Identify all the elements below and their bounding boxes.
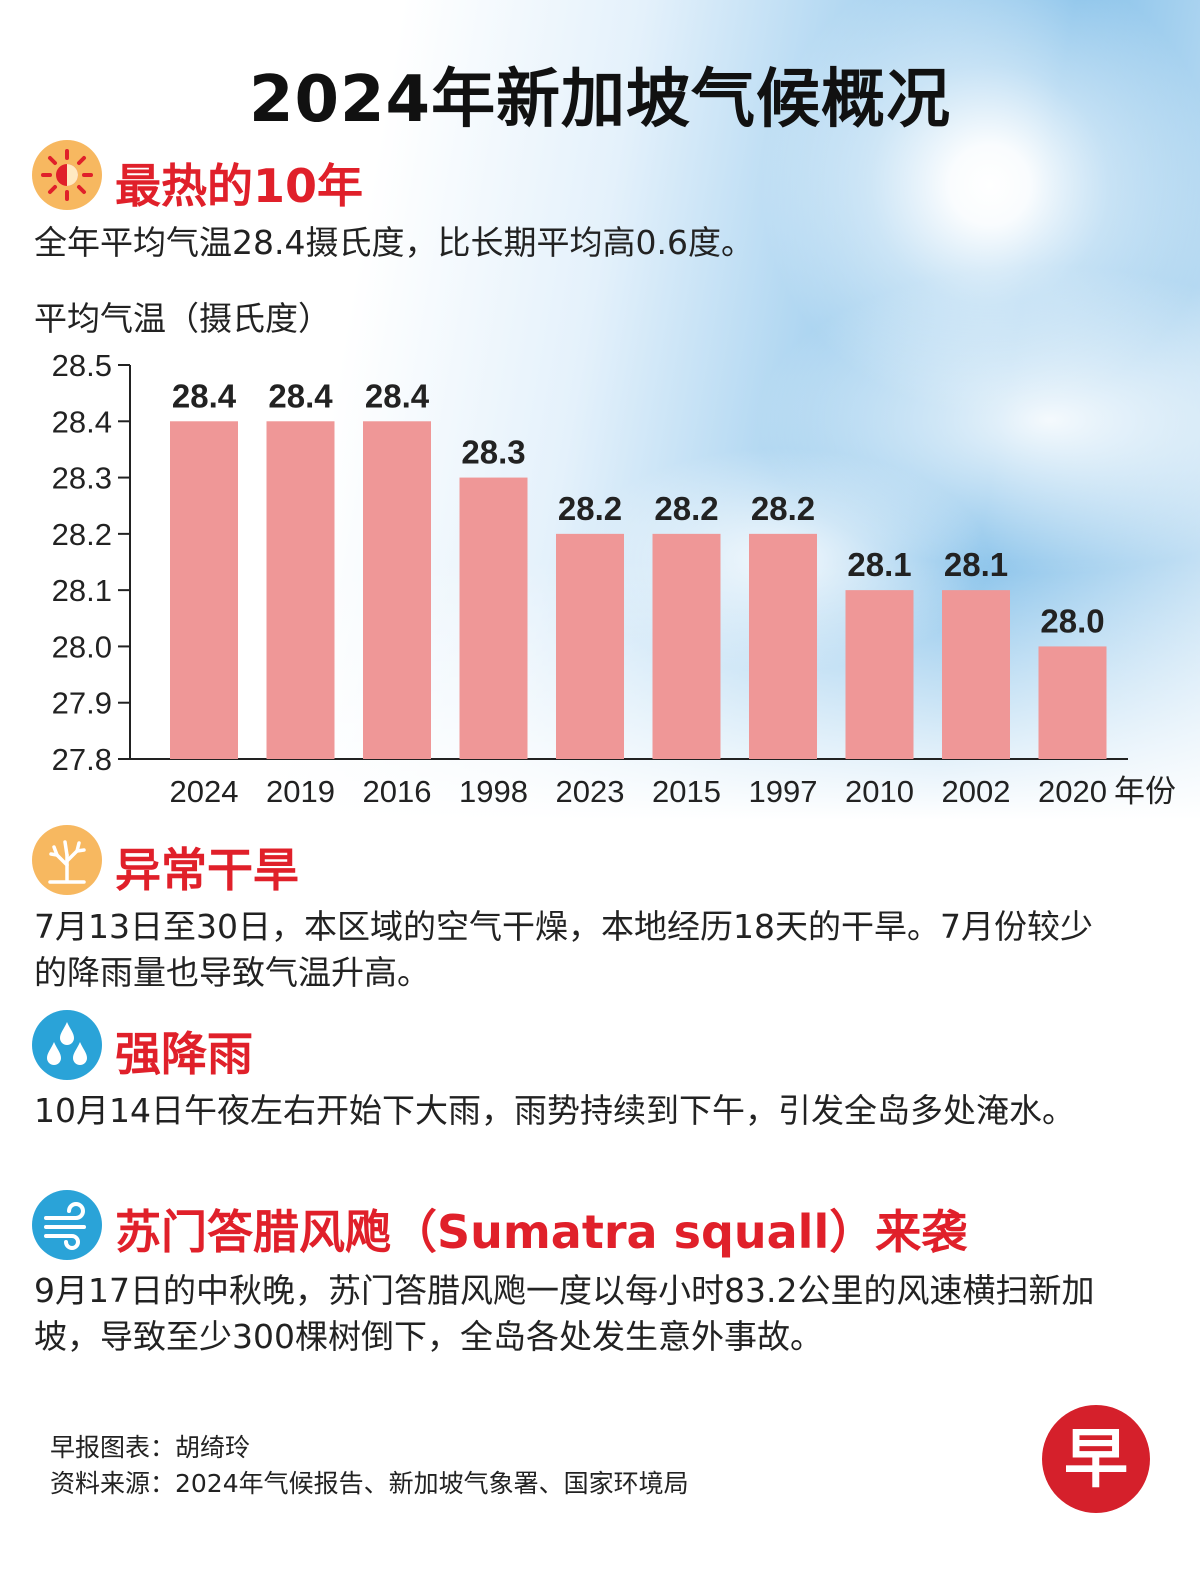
bar — [942, 590, 1010, 759]
y-tick-label: 28.4 — [52, 404, 112, 439]
bar-value-label: 28.2 — [751, 490, 815, 527]
bar-value-label: 28.1 — [944, 546, 1008, 583]
bar — [556, 533, 624, 759]
y-tick-label: 28.3 — [52, 461, 112, 496]
bar-value-label: 28.0 — [1040, 602, 1104, 639]
section-text-hottest: 全年平均气温28.4摄氏度，比长期平均高0.6度。 — [34, 223, 754, 262]
x-tick-label: 1997 — [749, 774, 818, 809]
dry-tree-icon — [32, 825, 102, 895]
y-tick-label: 28.2 — [52, 517, 112, 552]
bar — [749, 533, 817, 759]
y-tick-label: 27.8 — [52, 742, 112, 777]
section-text-rain: 10月14日午夜左右开始下大雨，雨势持续到下午，引发全岛多处淹水。 — [34, 1091, 1075, 1130]
x-tick-label: 2023 — [556, 774, 625, 809]
sun-icon — [32, 140, 102, 210]
bar — [266, 421, 335, 759]
bar-value-label: 28.1 — [847, 546, 911, 583]
bar-value-label: 28.4 — [172, 377, 237, 414]
y-tick-label: 28.1 — [52, 573, 112, 608]
x-tick-label: 2016 — [363, 774, 432, 809]
x-tick-label: 2020 — [1038, 774, 1107, 809]
logo-char: 早 — [1064, 1423, 1128, 1497]
section-text-drought: 7月13日至30日，本区域的空气干燥，本地经历18天的干旱。7月份较少的降雨量也… — [34, 907, 1093, 992]
bar-value-label: 28.2 — [558, 490, 622, 527]
bar — [363, 421, 431, 759]
y-tick-label: 28.5 — [52, 348, 112, 383]
x-tick-label: 1998 — [459, 774, 528, 809]
y-axis-label: 平均气温（摄氏度） — [34, 299, 331, 338]
bar — [170, 421, 238, 759]
bar — [845, 590, 914, 759]
x-tick-label: 2010 — [845, 774, 914, 809]
section-heading-squall: 苏门答腊风飑（Sumatra squall）来袭 — [115, 1205, 968, 1259]
x-tick-label: 2019 — [266, 774, 335, 809]
zaobao-logo-icon: 早 — [1042, 1405, 1150, 1513]
bar-value-label: 28.2 — [654, 490, 718, 527]
raindrops-icon — [32, 1010, 102, 1080]
bar — [652, 533, 721, 759]
bar-value-label: 28.3 — [461, 434, 525, 471]
bar-value-label: 28.4 — [268, 377, 333, 414]
footer-credit: 早报图表：胡绮玲 — [50, 1433, 251, 1462]
y-tick-label: 28.0 — [52, 629, 112, 664]
section-heading-hottest: 最热的10年 — [115, 159, 364, 213]
bar-chart: 27.8 27.9 28.0 28.1 28.2 28.3 28.4 28.5 28.4 2024… — [52, 348, 1176, 809]
y-tick-label: 27.9 — [52, 686, 112, 721]
wind-icon — [32, 1190, 102, 1260]
x-tick-label: 2015 — [652, 774, 721, 809]
section-text-squall: 9月17日的中秋晚，苏门答腊风飑一度以每小时83.2公里的风速横扫新加坡，导致至… — [34, 1271, 1095, 1356]
bar — [459, 477, 528, 759]
x-tick-label: 2002 — [942, 774, 1011, 809]
x-axis-label: 年份 — [1114, 774, 1176, 809]
section-heading-rain: 强降雨 — [115, 1027, 253, 1081]
section-heading-drought: 异常干旱 — [115, 843, 299, 897]
bar — [1038, 646, 1107, 759]
page-title: 2024年新加坡气候概况 — [248, 63, 952, 137]
footer-source: 资料来源：2024年气候报告、新加坡气象署、国家环境局 — [50, 1469, 689, 1498]
bar-value-label: 28.4 — [365, 377, 430, 414]
x-tick-label: 2024 — [170, 774, 239, 809]
